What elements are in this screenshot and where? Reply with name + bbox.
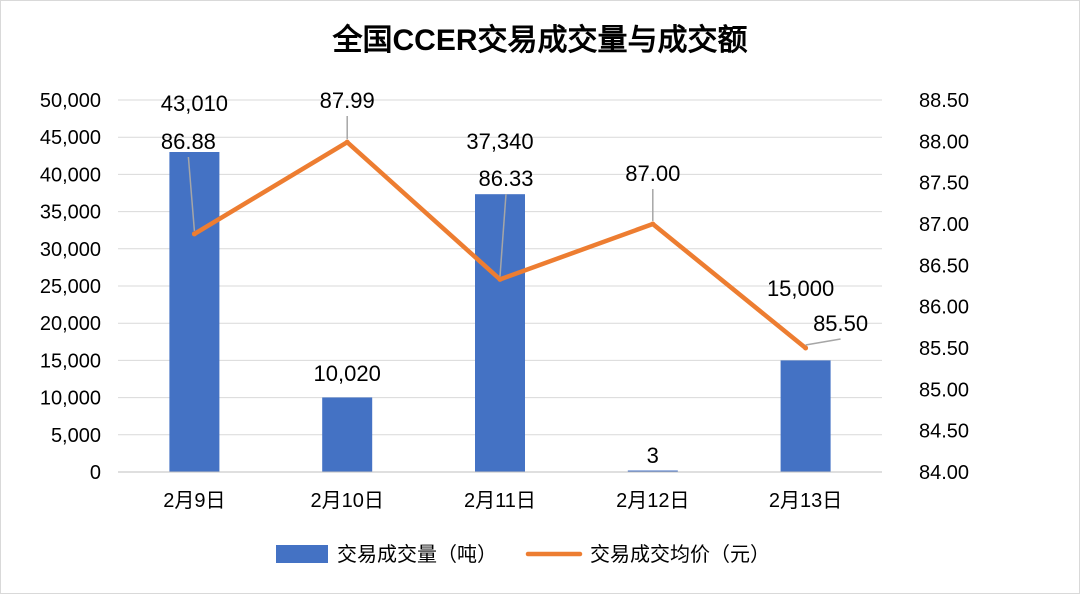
- label-leader-lines: [187, 116, 841, 346]
- right-tick-label: 85.50: [919, 338, 969, 360]
- left-tick-label: 10,000: [40, 388, 101, 410]
- category-labels: 2月9日 2月10日 2月11日 2月12日 2月13日: [163, 490, 842, 512]
- legend: 交易成交量（吨） 交易成交均价（元）: [276, 543, 770, 566]
- right-tick-label: 85.00: [919, 379, 969, 401]
- right-tick-label: 87.50: [919, 173, 969, 195]
- price-point: [191, 231, 197, 237]
- left-axis-ticks: 0 5,000 10,000 15,000 20,000 25,000 30,000 35,0…: [40, 90, 101, 484]
- volume-bar: [780, 360, 831, 472]
- right-axis-ticks: 84.00 84.50 85.00 85.50 86.00 86.50 87.00 87.50…: [919, 90, 969, 484]
- left-tick-label: 30,000: [40, 239, 101, 261]
- left-tick-label: 50,000: [40, 90, 101, 112]
- category-label: 2月10日: [311, 490, 384, 512]
- price-data-label: 87.00: [625, 161, 680, 186]
- category-label: 2月13日: [769, 490, 842, 512]
- price-data-label: 85.50: [813, 311, 868, 336]
- left-tick-label: 25,000: [40, 276, 101, 298]
- legend-bar-label: 交易成交量（吨）: [337, 543, 497, 566]
- price-point: [803, 345, 809, 351]
- left-tick-label: 0: [90, 462, 101, 484]
- price-data-label: 87.99: [320, 88, 375, 113]
- volume-data-label: 10,020: [314, 361, 381, 386]
- gridlines: [118, 99, 882, 436]
- volume-bar: [627, 470, 678, 472]
- left-tick-label: 35,000: [40, 202, 101, 224]
- right-tick-label: 87.00: [919, 214, 969, 236]
- right-tick-label: 84.00: [919, 462, 969, 484]
- price-data-label: 86.88: [161, 129, 216, 154]
- right-tick-label: 86.50: [919, 255, 969, 277]
- leader-line: [187, 156, 196, 231]
- chart-title: 全国CCER交易成交量与成交额: [331, 23, 747, 57]
- left-tick-label: 40,000: [40, 164, 101, 186]
- price-point: [344, 139, 350, 145]
- category-label: 2月12日: [616, 490, 689, 512]
- left-tick-label: 20,000: [40, 313, 101, 335]
- price-point: [650, 221, 656, 227]
- volume-bar: [475, 194, 525, 472]
- volume-data-label: 3: [647, 443, 659, 468]
- volume-data-label: 37,340: [466, 129, 533, 154]
- left-tick-label: 45,000: [40, 127, 101, 149]
- price-line: [191, 139, 809, 351]
- volume-bar: [169, 152, 220, 472]
- volume-bars: [169, 152, 831, 472]
- category-label: 2月11日: [464, 490, 536, 512]
- price-point: [497, 276, 503, 282]
- right-tick-label: 86.00: [919, 297, 969, 319]
- right-tick-label: 88.00: [919, 131, 969, 153]
- left-tick-label: 15,000: [40, 350, 101, 372]
- legend-line-label: 交易成交均价（元）: [590, 543, 770, 566]
- legend-bar-swatch: [276, 545, 328, 563]
- volume-data-label: 15,000: [767, 276, 834, 301]
- volume-bar: [322, 397, 373, 472]
- category-label: 2月9日: [163, 490, 225, 512]
- left-tick-label: 5,000: [51, 425, 101, 447]
- data-labels: 43,010 10,020 37,340 3 15,000 86.88 87.99 86.33…: [161, 88, 868, 468]
- leader-line: [499, 193, 507, 277]
- leader-line: [805, 338, 841, 346]
- right-tick-label: 84.50: [919, 421, 969, 443]
- price-data-label: 86.33: [478, 166, 533, 191]
- right-tick-label: 88.50: [919, 90, 969, 112]
- volume-data-label: 43,010: [161, 91, 228, 116]
